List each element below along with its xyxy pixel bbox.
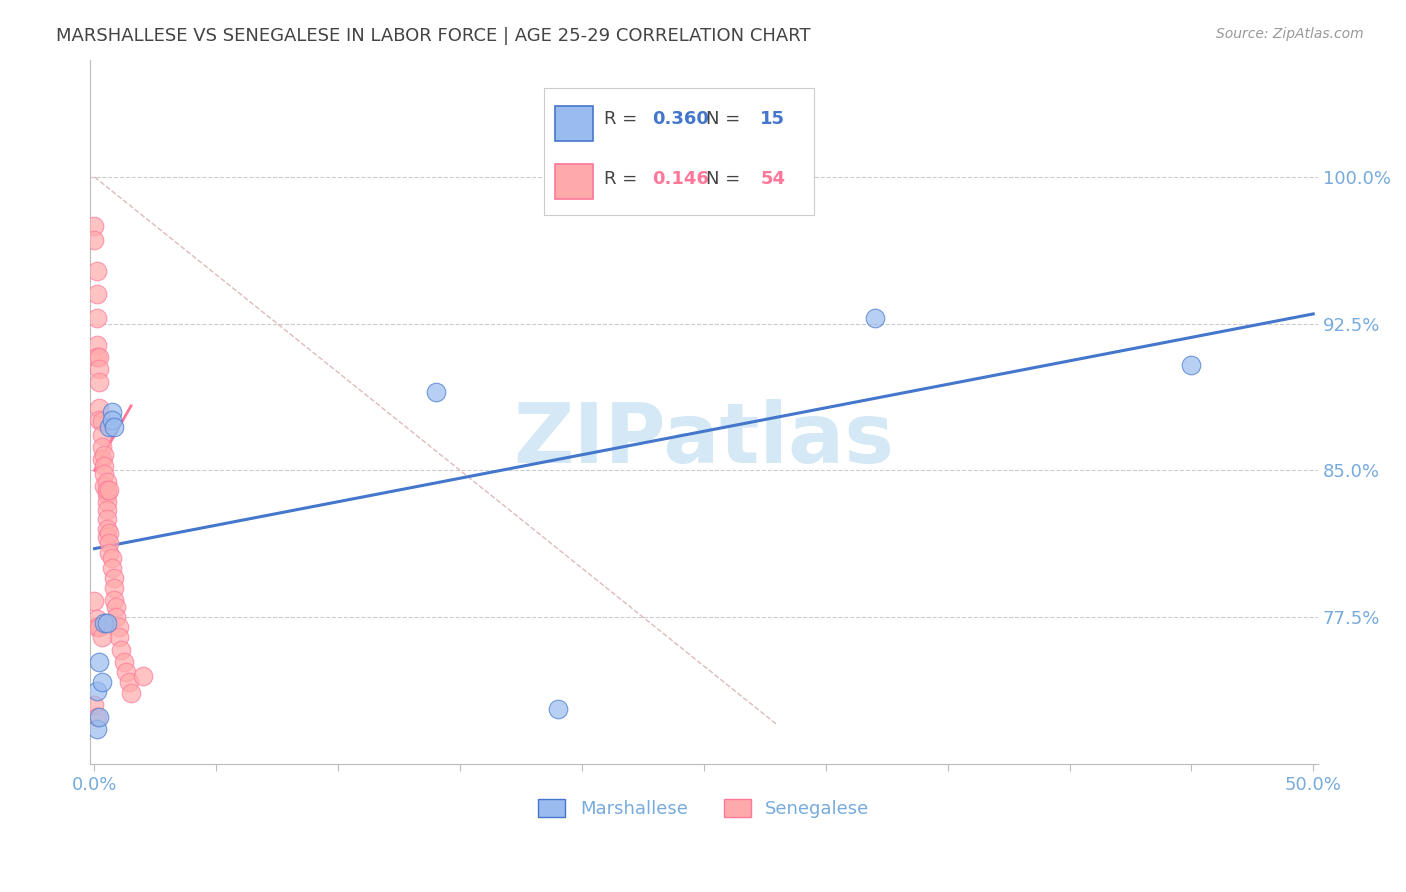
- Point: [103, 592, 125, 607]
- Point: [86, 287, 108, 301]
- Point: [98, 535, 121, 549]
- Point: [90, 630, 112, 644]
- Point: [89, 350, 111, 364]
- Point: [93, 459, 115, 474]
- Point: [96, 530, 118, 544]
- Point: [98, 545, 121, 559]
- Point: [100, 405, 122, 419]
- Point: [100, 551, 122, 566]
- Point: [98, 483, 121, 497]
- Text: Source: ZipAtlas.com: Source: ZipAtlas.com: [1216, 27, 1364, 41]
- Point: [96, 522, 118, 536]
- Point: [86, 612, 108, 626]
- Text: MARSHALLESE VS SENEGALESE IN LABOR FORCE | AGE 25-29 CORRELATION CHART: MARSHALLESE VS SENEGALESE IN LABOR FORCE…: [56, 27, 811, 45]
- Point: [89, 412, 111, 426]
- Point: [103, 571, 125, 585]
- Point: [108, 620, 131, 634]
- Point: [100, 561, 122, 575]
- Point: [103, 581, 125, 595]
- Point: [96, 494, 118, 508]
- Point: [93, 448, 115, 462]
- Point: [90, 415, 112, 429]
- Point: [105, 600, 128, 615]
- Point: [86, 684, 108, 698]
- Point: [90, 674, 112, 689]
- Point: [89, 376, 111, 390]
- Point: [83, 233, 105, 247]
- Point: [93, 615, 115, 630]
- Point: [89, 620, 111, 634]
- Point: [120, 686, 142, 700]
- Point: [132, 669, 155, 683]
- Legend: Marshallese, Senegalese: Marshallese, Senegalese: [531, 791, 877, 825]
- Point: [96, 487, 118, 501]
- Point: [96, 502, 118, 516]
- Point: [83, 594, 105, 608]
- Point: [86, 722, 108, 736]
- Point: [86, 310, 108, 325]
- Point: [93, 479, 115, 493]
- Point: [90, 428, 112, 442]
- Point: [108, 630, 131, 644]
- Point: [90, 440, 112, 454]
- Point: [86, 350, 108, 364]
- Point: [100, 412, 122, 426]
- Point: [112, 655, 135, 669]
- Point: [117, 674, 139, 689]
- Point: [86, 338, 108, 352]
- Point: [98, 420, 121, 434]
- Point: [103, 420, 125, 434]
- Point: [96, 615, 118, 630]
- Point: [83, 698, 105, 713]
- Point: [90, 451, 112, 466]
- Point: [1180, 358, 1202, 372]
- Point: [89, 361, 111, 376]
- Point: [96, 512, 118, 526]
- Point: [86, 264, 108, 278]
- Point: [547, 702, 569, 716]
- Point: [93, 467, 115, 482]
- Point: [89, 655, 111, 669]
- Point: [89, 401, 111, 415]
- Point: [98, 526, 121, 541]
- Point: [425, 385, 447, 400]
- Point: [115, 665, 138, 679]
- Point: [96, 483, 118, 497]
- Point: [105, 610, 128, 624]
- Point: [863, 310, 886, 325]
- Point: [96, 475, 118, 490]
- Point: [89, 710, 111, 724]
- Point: [110, 643, 132, 657]
- Point: [86, 710, 108, 724]
- Point: [83, 219, 105, 233]
- Point: [86, 620, 108, 634]
- Text: ZIPatlas: ZIPatlas: [513, 400, 894, 481]
